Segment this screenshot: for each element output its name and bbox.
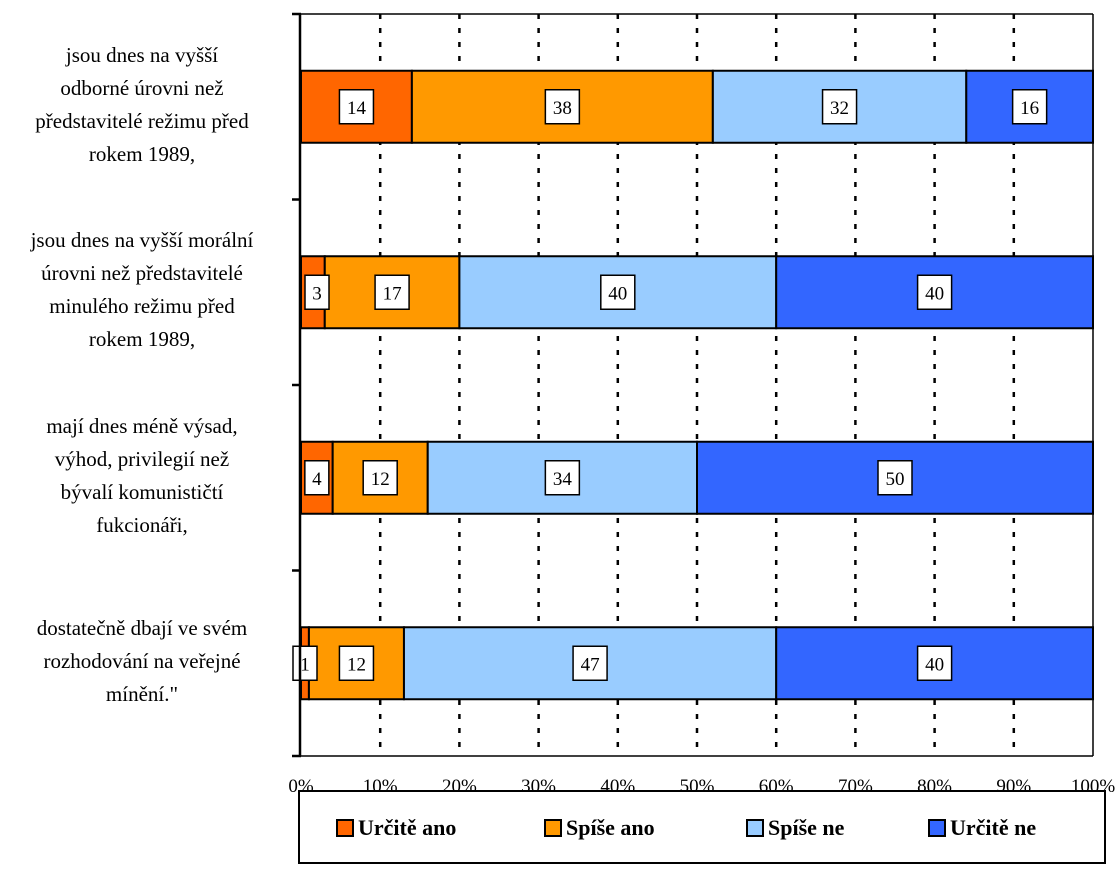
legend-item-urcite-ano: Určitě ano [336, 814, 456, 842]
data-label: 3 [312, 283, 322, 304]
data-label-box [821, 89, 858, 125]
bar-segment [300, 69, 413, 144]
data-label-box [362, 460, 398, 496]
data-label-box [916, 645, 953, 681]
data-label-box [304, 460, 330, 496]
data-label-box [292, 645, 318, 681]
data-label-box [544, 460, 581, 496]
data-label-box [916, 274, 953, 310]
category-label-line: úrovni než představitelé [41, 261, 243, 286]
category-label-line: jsou dnes na vyšší morální [30, 228, 254, 253]
category-label-line: představitelé režimu před [35, 108, 249, 133]
data-label: 14 [347, 98, 367, 119]
category-label-line: výhod, privilegií než [54, 446, 230, 471]
legend: Určitě ano Spíše ano Spíše ne Určitě ne [298, 790, 1106, 864]
data-label-box [600, 274, 636, 310]
data-label-box [338, 645, 375, 681]
data-label: 47 [581, 654, 600, 675]
data-label-box [544, 89, 581, 125]
data-label: 34 [553, 469, 573, 490]
category-label: jsou dnes na vyšší morální úrovni než pře… [0, 224, 284, 356]
data-label: 4 [312, 469, 322, 490]
legend-swatch [928, 819, 946, 837]
data-label: 12 [347, 654, 366, 675]
legend-label: Spíše ano [566, 815, 655, 840]
legend-label: Určitě ano [358, 815, 457, 840]
data-label: 40 [925, 283, 944, 304]
category-label-line: mínění." [105, 681, 179, 706]
data-label-box [374, 274, 410, 310]
legend-swatch [336, 819, 354, 837]
data-label-box [572, 645, 608, 681]
category-label-line: fukcionáři, [96, 512, 188, 537]
category-label-line: rozhodování na veřejné [43, 648, 241, 673]
legend-item-urcite-ne: Určitě ne [928, 814, 1036, 842]
data-label: 12 [371, 469, 390, 490]
data-label: 16 [1020, 98, 1039, 119]
legend-label: Spíše ne [768, 815, 845, 840]
legend-swatch [544, 819, 562, 837]
data-label-box [304, 274, 330, 310]
data-label-box [877, 460, 913, 496]
data-label: 32 [830, 98, 849, 119]
category-label-line: dostatečně dbají ve svém [36, 615, 248, 640]
data-label-box [1011, 89, 1048, 125]
category-label-line: rokem 1989, [88, 327, 196, 352]
category-label: mají dnes méně výsad, výhod, privilegií n… [0, 410, 284, 542]
data-label: 1 [300, 654, 310, 675]
legend-item-spise-ne: Spíše ne [746, 814, 844, 842]
category-label: jsou dnes na vyšší odborné úrovni než před… [0, 39, 284, 171]
legend-label: Určitě ne [950, 815, 1037, 840]
data-label: 40 [925, 654, 944, 675]
category-label-line: rokem 1989, [88, 141, 196, 166]
category-label-line: odborné úrovni než [60, 75, 224, 100]
legend-swatch [746, 819, 764, 837]
category-label-line: mají dnes méně výsad, [46, 413, 238, 438]
data-label: 40 [608, 283, 627, 304]
category-label-line: jsou dnes na vyšší [65, 42, 219, 67]
category-label: dostatečně dbají ve svém rozhodování na v… [0, 612, 284, 711]
data-label: 17 [383, 283, 402, 304]
data-label: 50 [886, 469, 905, 490]
category-label-line: minulého režimu před [49, 294, 235, 319]
category-label-line: bývalí komunističtí [60, 479, 224, 504]
data-label: 38 [553, 98, 572, 119]
legend-item-spise-ano: Spíše ano [544, 814, 655, 842]
data-label-box [338, 89, 375, 125]
